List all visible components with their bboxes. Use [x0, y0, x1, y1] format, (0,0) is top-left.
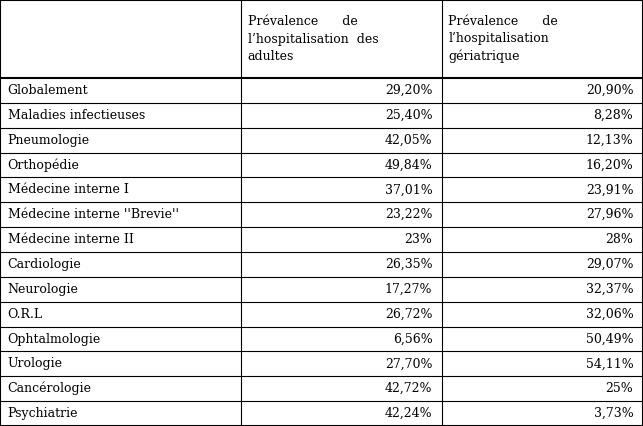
Text: 20,90%: 20,90% — [586, 84, 633, 97]
Text: 29,07%: 29,07% — [586, 258, 633, 271]
Text: Prévalence      de
l’hospitalisation  des
adultes: Prévalence de l’hospitalisation des adul… — [248, 15, 378, 63]
Text: 49,84%: 49,84% — [385, 158, 432, 172]
Text: 37,01%: 37,01% — [385, 183, 432, 196]
Text: 32,37%: 32,37% — [586, 283, 633, 296]
Text: O.R.L: O.R.L — [8, 308, 43, 321]
Text: 32,06%: 32,06% — [586, 308, 633, 321]
Text: 42,72%: 42,72% — [385, 382, 432, 395]
Text: 8,28%: 8,28% — [593, 109, 633, 122]
Text: 50,49%: 50,49% — [586, 333, 633, 345]
Text: 26,35%: 26,35% — [385, 258, 432, 271]
Text: 25%: 25% — [606, 382, 633, 395]
Text: 16,20%: 16,20% — [586, 158, 633, 172]
Text: Psychiatrie: Psychiatrie — [8, 407, 78, 420]
Text: 25,40%: 25,40% — [385, 109, 432, 122]
Text: Cancérologie: Cancérologie — [8, 382, 92, 395]
Text: 23%: 23% — [404, 233, 432, 246]
Text: Prévalence      de
l’hospitalisation
gériatrique: Prévalence de l’hospitalisation gériatri… — [449, 14, 558, 63]
Text: Pneumologie: Pneumologie — [8, 134, 90, 147]
Text: 27,70%: 27,70% — [385, 357, 432, 370]
Text: Neurologie: Neurologie — [8, 283, 78, 296]
Text: Maladies infectieuses: Maladies infectieuses — [8, 109, 145, 122]
Text: Ophtalmologie: Ophtalmologie — [8, 333, 101, 345]
Text: 3,73%: 3,73% — [593, 407, 633, 420]
Text: Cardiologie: Cardiologie — [8, 258, 82, 271]
Text: 17,27%: 17,27% — [385, 283, 432, 296]
Text: 26,72%: 26,72% — [385, 308, 432, 321]
Text: 28%: 28% — [606, 233, 633, 246]
Text: Globalement: Globalement — [8, 84, 88, 97]
Text: 23,22%: 23,22% — [385, 208, 432, 221]
Text: 23,91%: 23,91% — [586, 183, 633, 196]
Text: 42,05%: 42,05% — [385, 134, 432, 147]
Text: 42,24%: 42,24% — [385, 407, 432, 420]
Text: 27,96%: 27,96% — [586, 208, 633, 221]
Text: Médecine interne ''Brevie'': Médecine interne ''Brevie'' — [8, 208, 179, 221]
Text: 54,11%: 54,11% — [586, 357, 633, 370]
Text: Médecine interne I: Médecine interne I — [8, 183, 129, 196]
Text: 6,56%: 6,56% — [393, 333, 432, 345]
Text: Orthopédie: Orthopédie — [8, 158, 80, 172]
Text: 29,20%: 29,20% — [385, 84, 432, 97]
Text: 12,13%: 12,13% — [586, 134, 633, 147]
Text: Médecine interne II: Médecine interne II — [8, 233, 134, 246]
Text: Urologie: Urologie — [8, 357, 63, 370]
